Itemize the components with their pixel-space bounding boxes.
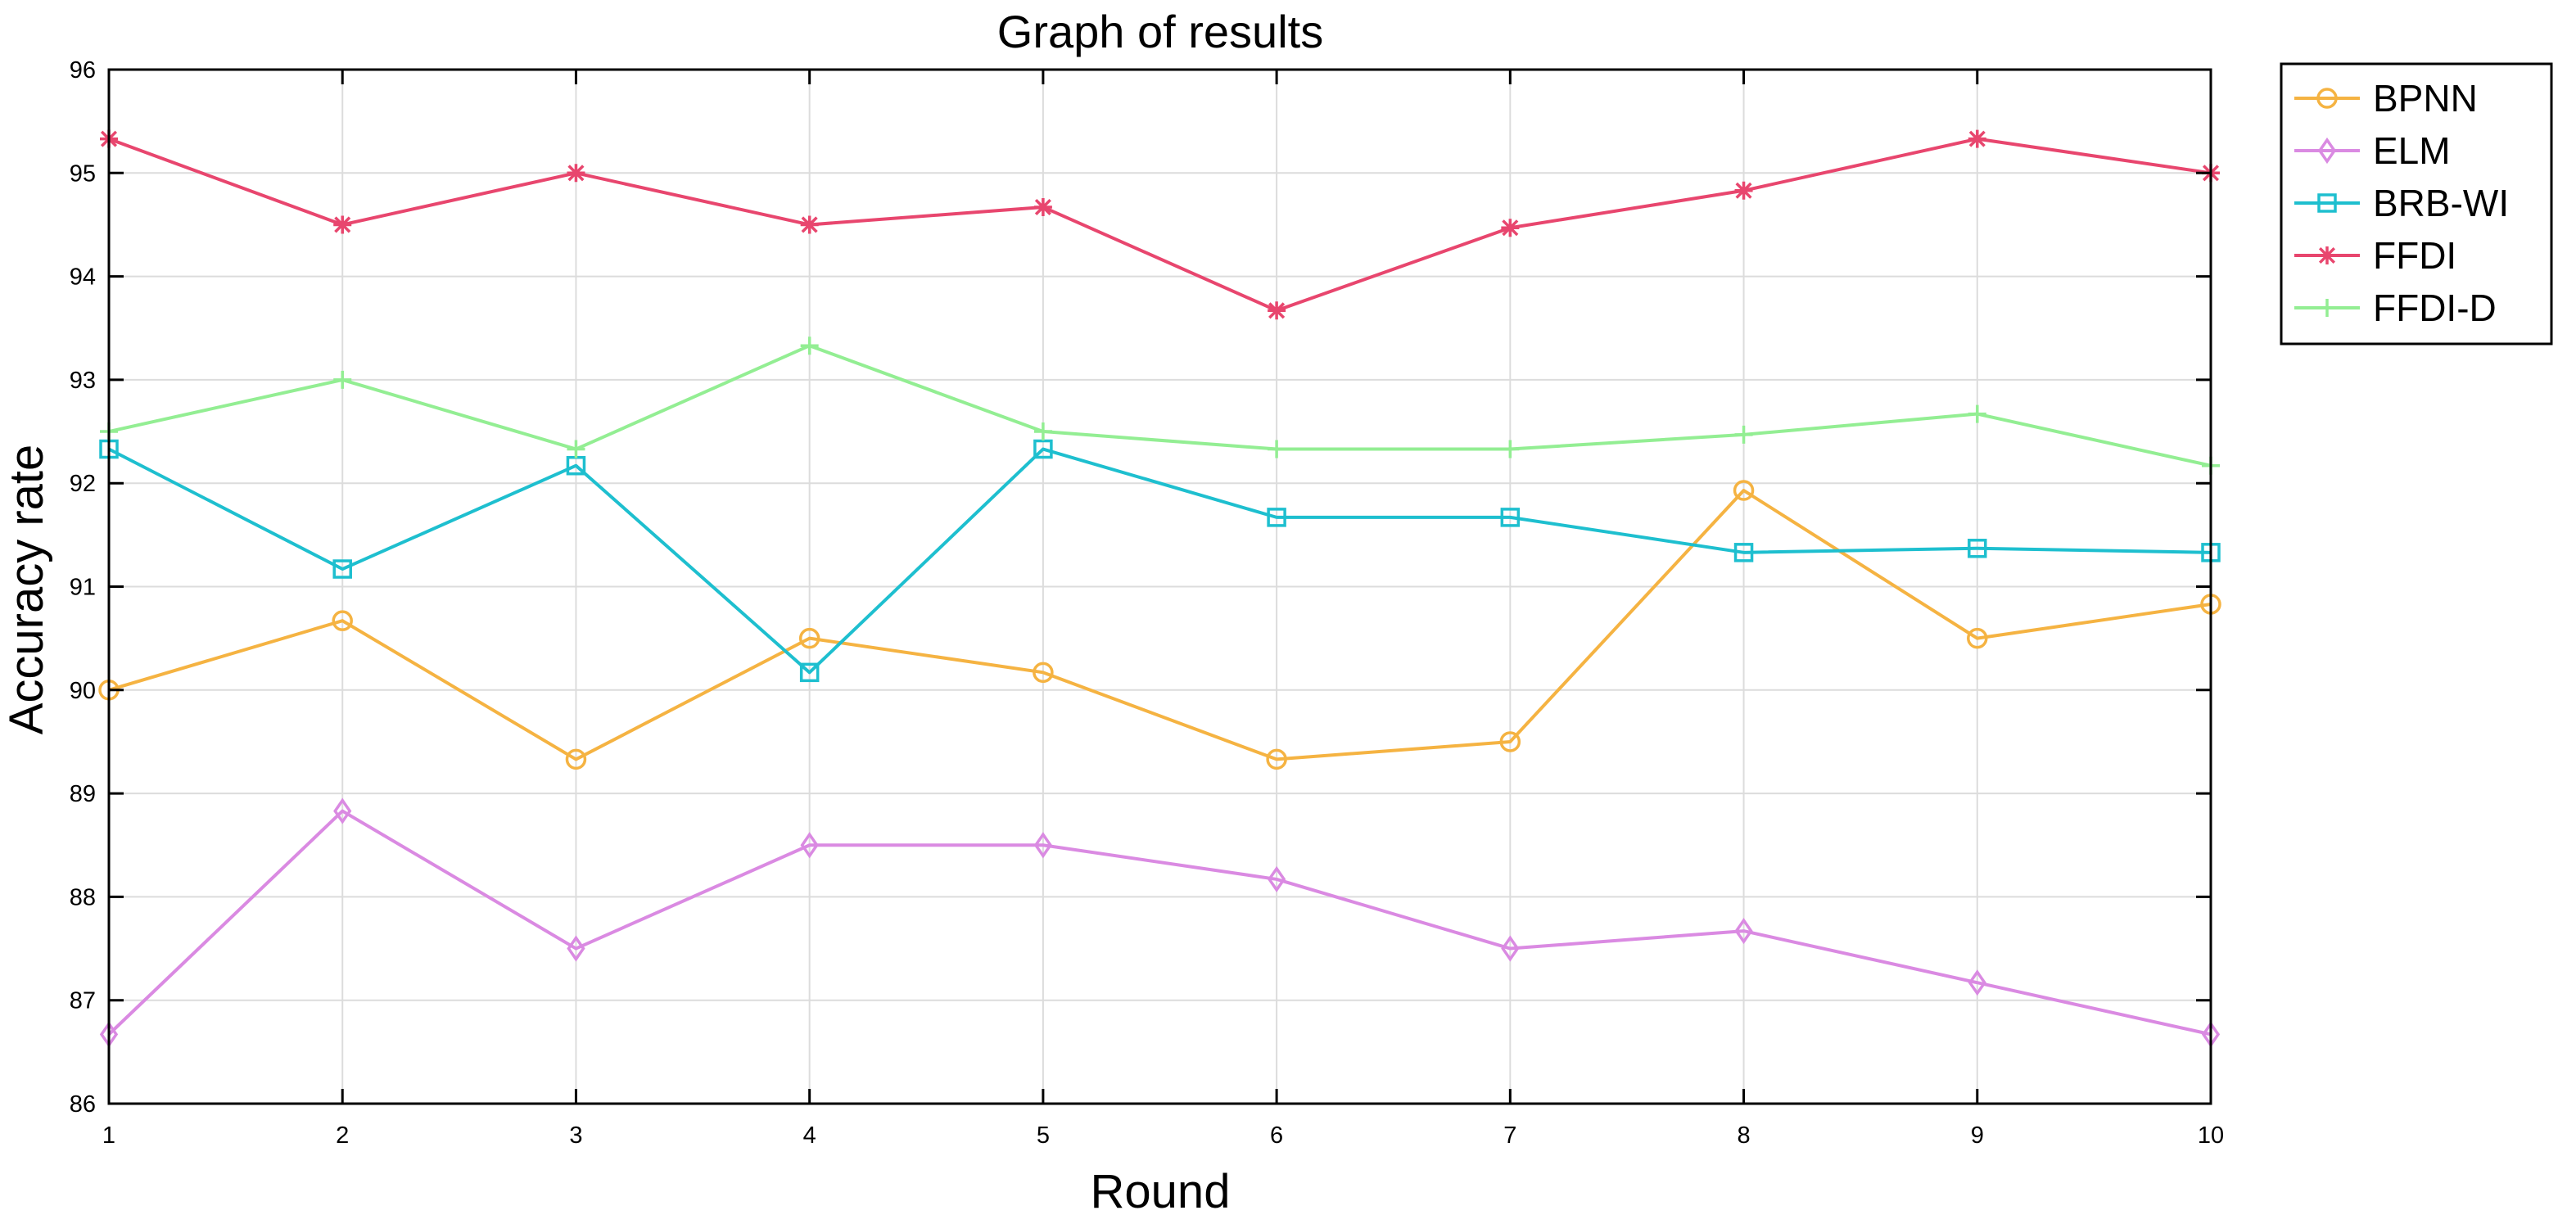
data-point-bpnn (1266, 748, 1287, 770)
data-point-ffdi-d (1734, 425, 1753, 444)
legend-swatch-marker (2317, 193, 2337, 213)
data-point-brb-wi (1033, 439, 1053, 459)
data-point-elm (1033, 832, 1053, 859)
y-tick-label: 95 (70, 160, 96, 187)
legend-item-bpnn: BPNN (2294, 77, 2478, 120)
x-tick-label: 5 (1037, 1122, 1050, 1149)
data-point-elm (1267, 865, 1286, 893)
legend-label: BPNN (2373, 77, 2478, 120)
data-point-ffdi (567, 164, 585, 183)
data-point-ffdi-d (1968, 404, 1986, 423)
x-tick-label: 8 (1737, 1122, 1750, 1149)
legend-label: ELM (2373, 129, 2451, 172)
data-point-ffdi-d (567, 440, 585, 458)
data-point-ffdi (1501, 219, 1520, 237)
data-point-brb-wi (1500, 508, 1521, 527)
x-tick-label: 3 (569, 1122, 582, 1149)
chart-title: Graph of results (997, 6, 1323, 57)
legend-swatch-marker (2317, 137, 2337, 165)
x-tick-label: 4 (803, 1122, 816, 1149)
data-point-elm (1968, 969, 1986, 996)
series-line-ffdi-d (108, 344, 2212, 467)
data-point-ffdi (333, 215, 352, 234)
data-point-bpnn (565, 748, 587, 770)
data-point-ffdi (1968, 129, 1986, 148)
series-line-bpnn (108, 489, 2212, 761)
data-point-elm (333, 797, 352, 824)
data-point-elm (567, 935, 585, 962)
legend-item-brb-wi: BRB-WI (2294, 182, 2509, 224)
y-axis-title: Accuracy rate (0, 445, 53, 735)
y-tick-label: 96 (70, 57, 96, 84)
legend-item-ffdi: FFDI (2294, 234, 2456, 277)
x-tick-label: 6 (1270, 1122, 1283, 1149)
y-tick-label: 92 (70, 471, 96, 497)
data-point-ffdi (1734, 181, 1753, 200)
y-tick-label: 90 (70, 678, 96, 704)
y-tick-label: 87 (70, 988, 96, 1014)
data-point-bpnn (1733, 480, 1755, 501)
data-point-brb-wi (799, 662, 820, 683)
data-point-brb-wi (1733, 543, 1754, 562)
data-point-elm (800, 832, 819, 859)
data-point-brb-wi (332, 559, 352, 579)
legend-label: FFDI-D (2373, 287, 2497, 329)
x-axis-title: Round (1091, 1165, 1231, 1218)
data-point-ffdi-d (1033, 422, 1052, 441)
y-tick-label: 86 (70, 1091, 96, 1118)
x-tick-label: 1 (102, 1122, 115, 1149)
data-point-ffdi (1268, 301, 1286, 320)
legend-swatch-marker (2316, 88, 2338, 109)
series-ffdi-d (100, 336, 2220, 475)
series-line-ffdi (108, 137, 2212, 313)
data-point-ffdi (1033, 197, 1052, 216)
series-line-brb-wi (108, 447, 2212, 675)
x-tick-label: 7 (1503, 1122, 1516, 1149)
data-point-ffdi-d (800, 336, 819, 355)
data-point-bpnn (332, 610, 353, 631)
y-tick-label: 94 (70, 264, 96, 291)
y-tick-label: 88 (70, 884, 96, 910)
data-point-elm (1501, 935, 1520, 962)
data-point-ffdi (800, 215, 819, 234)
data-point-bpnn (1499, 731, 1521, 752)
x-tick-label: 2 (336, 1122, 349, 1149)
legend: BPNN ELM BRB-WI FFDI FFDI-D (2280, 62, 2553, 346)
data-point-bpnn (1967, 627, 1988, 649)
data-point-ffdi-d (1501, 440, 1520, 458)
y-tick-label: 91 (70, 575, 96, 601)
data-point-ffdi-d (333, 370, 352, 389)
legend-item-ffdi-d: FFDI-D (2294, 287, 2497, 329)
series-line-elm (107, 809, 2212, 1037)
y-tick-label: 89 (70, 781, 96, 807)
data-point-bpnn (798, 627, 820, 649)
y-tick-label: 93 (70, 368, 96, 394)
legend-swatch-marker (2318, 246, 2336, 264)
legend-swatch-marker (2318, 299, 2336, 317)
legend-label: FFDI (2373, 234, 2456, 277)
x-tick-label: 9 (1971, 1122, 1984, 1149)
data-point-ffdi-d (1268, 440, 1286, 458)
data-point-brb-wi (1267, 508, 1286, 527)
x-tick-label: 10 (2198, 1122, 2224, 1149)
data-point-bpnn (1033, 662, 1054, 684)
legend-item-elm: ELM (2294, 129, 2451, 172)
data-point-brb-wi (1968, 539, 1987, 558)
data-point-elm (1734, 918, 1753, 945)
legend-label: BRB-WI (2373, 182, 2509, 224)
